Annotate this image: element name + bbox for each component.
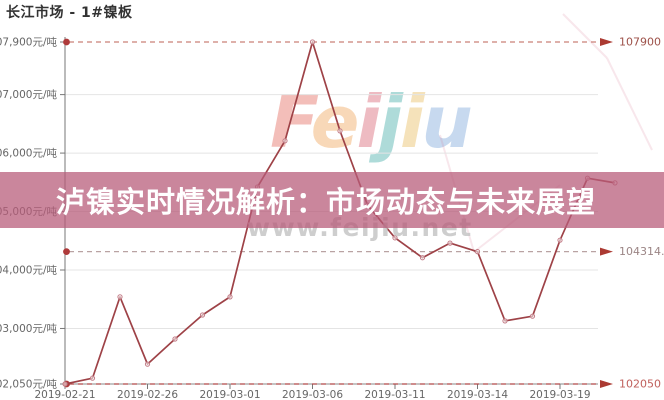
data-point-marker <box>227 294 233 300</box>
data-point-marker <box>529 313 536 319</box>
data-point-marker <box>199 312 206 318</box>
annotation-value-label: 104314.29 <box>619 245 664 258</box>
logo-letter: e <box>310 80 360 164</box>
data-point-marker <box>419 255 426 261</box>
feijiu-logo-watermark: Feijiu <box>270 86 473 158</box>
x-axis-label: 2019-03-01 <box>199 389 260 400</box>
logo-letter: F <box>270 80 314 164</box>
x-axis-label: 2019-03-06 <box>282 389 343 400</box>
y-axis-label: 103,000元/吨 <box>0 322 57 335</box>
logo-letter: i <box>399 80 425 164</box>
y-axis-label: 106,000元/吨 <box>0 147 57 160</box>
data-point-marker <box>309 39 316 45</box>
annotation-arrow-icon <box>600 38 613 46</box>
chart-title: 长江市场 - 1#镍板 <box>6 5 133 21</box>
y-axis-label: 102,050元/吨 <box>0 378 57 391</box>
x-axis-label: 2019-03-19 <box>529 389 590 400</box>
x-axis-label: 2019-02-26 <box>117 389 178 400</box>
logo-letter: j <box>378 80 403 164</box>
data-point-marker <box>392 235 398 241</box>
annotation-value-label: 102050 <box>619 378 661 391</box>
data-point-marker <box>447 240 453 246</box>
data-point-marker <box>144 361 151 367</box>
watermark-butterfly-stroke <box>606 57 653 151</box>
banner-headline: 泸镍实时情况解析：市场动态与未来展望 <box>56 185 597 219</box>
annotation-arrow-icon <box>600 380 613 388</box>
data-point-marker <box>337 128 343 134</box>
logo-letter: u <box>421 80 473 164</box>
data-point-marker <box>474 249 481 255</box>
data-point-marker <box>557 237 563 243</box>
logo-letter: i <box>356 80 381 164</box>
data-point-marker <box>172 336 178 342</box>
data-point-marker <box>502 318 508 324</box>
data-point-marker <box>117 294 123 300</box>
annotation-value-label: 107900 <box>619 36 661 49</box>
axis-dot <box>63 38 70 46</box>
y-axis-label: 107,000元/吨 <box>0 88 57 101</box>
axis-dot <box>63 248 70 256</box>
x-axis-label: 2019-03-14 <box>447 389 508 400</box>
x-axis-label: 2019-03-11 <box>364 389 425 400</box>
watermark-butterfly-stroke <box>562 13 608 59</box>
data-point-marker <box>62 381 68 387</box>
annotation-arrow-icon <box>600 247 613 256</box>
y-axis-label: 107,900元/吨 <box>0 36 57 49</box>
data-point-marker <box>89 375 96 381</box>
data-point-marker <box>282 138 288 144</box>
y-axis-label: 104,000元/吨 <box>0 264 57 277</box>
x-axis-label: 2019-02-21 <box>34 389 95 400</box>
title-banner: 泸镍实时情况解析：市场动态与未来展望 <box>0 172 664 228</box>
